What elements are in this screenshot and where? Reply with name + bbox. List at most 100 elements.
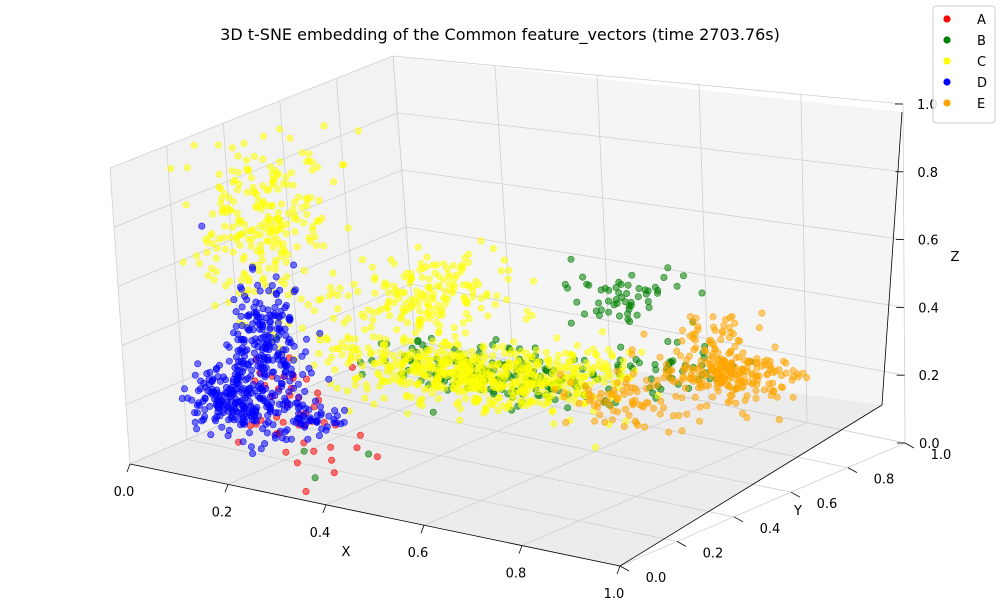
point-C	[338, 351, 346, 359]
point-C	[277, 277, 285, 285]
point-E	[743, 413, 751, 421]
point-C	[298, 324, 306, 332]
grid-floor-x	[619, 442, 906, 567]
point-C	[509, 338, 517, 346]
point-D	[240, 336, 248, 344]
point-C	[282, 258, 290, 266]
point-C	[351, 381, 359, 389]
point-C	[309, 226, 317, 234]
axis-edges	[129, 111, 903, 567]
point-C	[183, 164, 191, 172]
point-C	[302, 210, 310, 218]
point-E	[623, 383, 631, 391]
point-C	[493, 292, 501, 300]
point-C	[472, 277, 480, 285]
point-C	[315, 217, 323, 225]
point-C	[314, 163, 322, 171]
point-C	[427, 311, 435, 319]
point-C	[608, 352, 616, 360]
point-C	[376, 334, 384, 342]
point-C	[429, 337, 437, 345]
point-C	[208, 264, 216, 272]
point-C	[295, 193, 303, 201]
point-D	[212, 365, 220, 373]
point-D	[225, 357, 233, 365]
series-C	[167, 122, 662, 451]
point-C	[526, 370, 534, 378]
point-B	[634, 293, 642, 301]
point-C	[600, 378, 608, 386]
point-D	[265, 287, 273, 295]
point-C	[344, 314, 352, 322]
point-E	[567, 379, 575, 387]
point-B	[652, 366, 660, 374]
x-axis-label: X	[342, 545, 351, 560]
point-C	[430, 378, 438, 386]
point-C	[245, 277, 253, 285]
point-D	[257, 334, 265, 342]
point-E	[621, 405, 629, 413]
point-C	[371, 289, 379, 297]
point-C	[265, 264, 273, 272]
point-C	[527, 353, 535, 361]
point-E	[643, 376, 651, 384]
point-D	[244, 374, 252, 382]
legend-label-D: D	[977, 76, 987, 91]
point-B	[623, 289, 631, 297]
point-E	[626, 388, 634, 396]
point-D	[209, 375, 217, 383]
point-C	[619, 357, 627, 365]
point-C	[287, 169, 295, 177]
point-C	[424, 283, 432, 291]
point-C	[233, 209, 241, 217]
point-E	[716, 380, 724, 388]
z-tick-label: 0.8	[917, 166, 938, 181]
point-C	[268, 170, 276, 178]
point-C	[441, 338, 449, 346]
point-D	[234, 366, 242, 374]
x-axis-line	[129, 463, 621, 567]
grid-floor-y	[186, 439, 678, 542]
point-C	[230, 198, 238, 206]
point-C	[256, 231, 264, 239]
point-C	[462, 361, 470, 369]
point-E	[659, 404, 667, 412]
point-C	[344, 359, 352, 367]
point-E	[656, 410, 664, 418]
point-D	[260, 396, 268, 404]
x-tick	[518, 545, 523, 554]
point-B	[492, 336, 500, 344]
point-C	[497, 267, 505, 275]
point-D	[246, 384, 254, 392]
point-D	[290, 288, 298, 296]
point-E	[711, 326, 719, 334]
point-C	[266, 163, 274, 171]
point-D	[203, 370, 211, 378]
point-D	[248, 366, 256, 374]
point-C	[445, 273, 453, 281]
point-A	[330, 469, 338, 477]
point-D	[272, 273, 280, 281]
point-B	[580, 310, 588, 318]
point-E	[668, 366, 676, 374]
point-E	[725, 334, 733, 342]
point-C	[264, 202, 272, 210]
point-C	[423, 263, 431, 271]
point-C	[477, 359, 485, 367]
grid-left-y	[109, 167, 131, 465]
point-C	[167, 165, 175, 173]
point-C	[243, 188, 251, 196]
axis-ticks: 0.00.20.40.60.81.00.00.20.40.60.81.00.00…	[114, 98, 952, 600]
point-D	[264, 411, 272, 419]
y-tick	[904, 442, 915, 449]
point-D	[205, 380, 213, 388]
point-D	[193, 425, 201, 433]
point-E	[788, 376, 796, 384]
grid-left-y	[392, 55, 416, 342]
point-C	[298, 149, 306, 157]
point-E	[678, 394, 686, 402]
point-C	[484, 312, 492, 320]
point-C	[320, 122, 328, 130]
point-E	[705, 381, 713, 389]
point-E	[703, 402, 711, 410]
